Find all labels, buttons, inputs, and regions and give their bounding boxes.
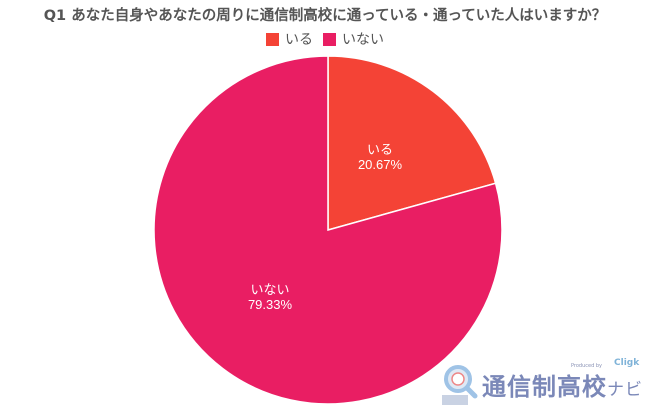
slice-label-inai-name: いない (250, 282, 290, 297)
legend-label-iru: いる (285, 32, 313, 48)
pie-slice-inai[interactable] (153, 55, 503, 405)
slice-label-inai: いない 79.33% (235, 282, 305, 312)
slice-label-iru-name: いる (366, 142, 393, 157)
site-logo: Produced by Cligk 通信制高校ナビ (440, 355, 650, 407)
legend-swatch-iru (266, 32, 279, 46)
site-name: 通信制高校ナビ (482, 367, 643, 402)
legend-swatch-inai (323, 32, 336, 46)
slice-label-iru: いる 20.67% (345, 142, 415, 172)
legend-item-inai[interactable]: いない (323, 29, 384, 49)
legend-item-iru[interactable]: いる (266, 29, 313, 49)
legend-label-inai: いない (342, 32, 384, 48)
produced-by-text: Produced by (571, 363, 602, 369)
site-name-main: 通信制高校 (482, 373, 607, 401)
slice-label-iru-value: 20.67% (357, 157, 403, 172)
magnifier-clock-icon (442, 365, 478, 405)
brand-logo-text: Cligk (614, 358, 640, 368)
slice-label-inai-value: 79.33% (247, 297, 293, 312)
site-name-suffix: ナビ (607, 380, 643, 400)
chart-title: Q1 あなた自身やあなたの周りに通信制高校に通っている・通っていた人はいますか？ (43, 8, 607, 24)
chart-legend: いる いない (0, 29, 650, 49)
pie-slice-iru[interactable] (327, 55, 497, 231)
